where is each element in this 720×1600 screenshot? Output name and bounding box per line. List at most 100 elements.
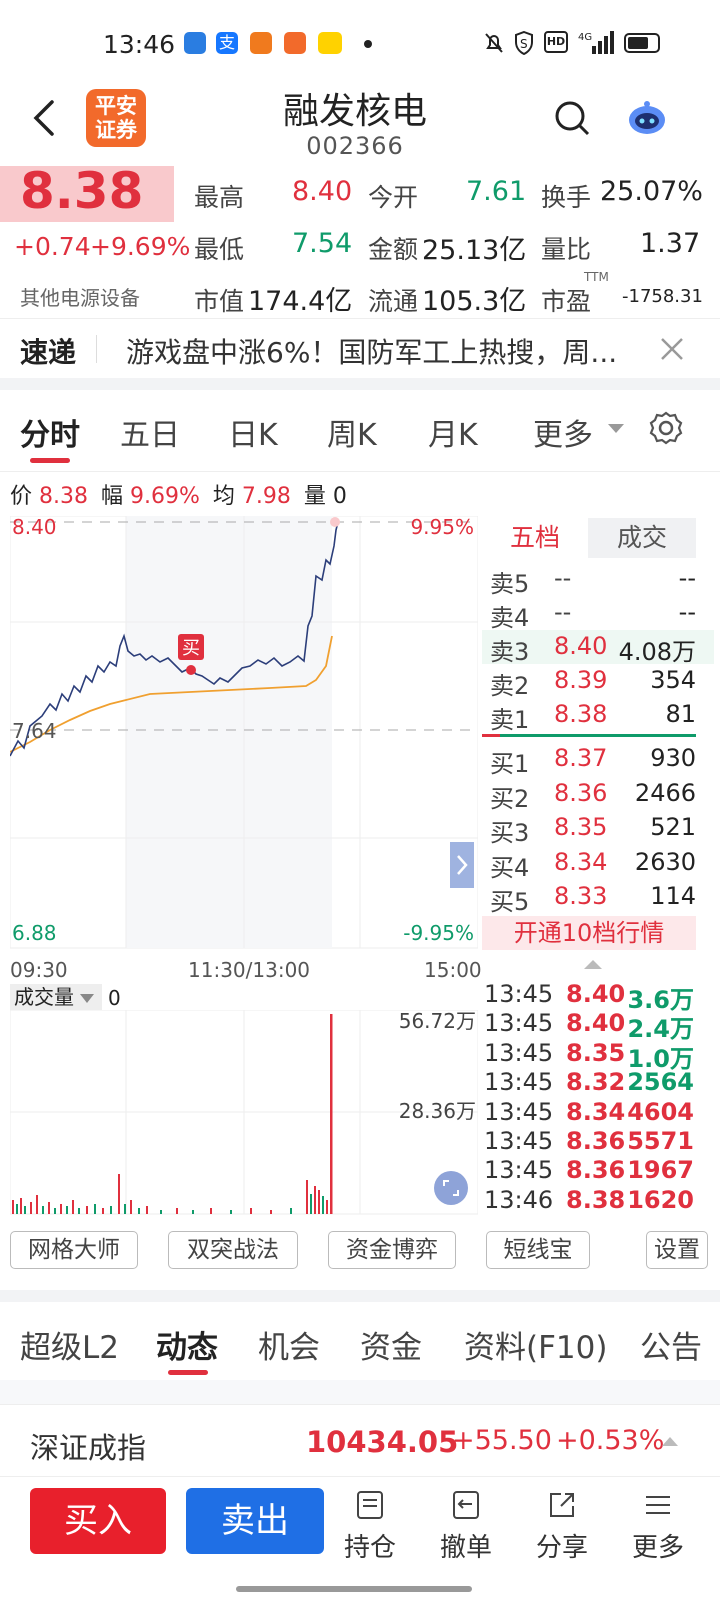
bid-level: 买4 bbox=[490, 853, 530, 882]
trade-row: 13:45 8.36 1967 bbox=[484, 1156, 714, 1185]
more-label: 更多 bbox=[631, 1533, 684, 1563]
ask-row[interactable]: 卖1 8.38 81 bbox=[482, 698, 714, 734]
cancel-order-button[interactable]: 撤单 bbox=[426, 1490, 506, 1564]
sell-button[interactable]: 卖出 bbox=[186, 1488, 324, 1554]
more-button[interactable]: 更多 bbox=[618, 1490, 698, 1564]
hd-icon: HD bbox=[544, 31, 568, 53]
latest-point bbox=[330, 517, 340, 527]
bid-row[interactable]: 买3 8.35 521 bbox=[482, 811, 714, 847]
ask-row[interactable]: 卖5 -- -- bbox=[482, 562, 714, 598]
tab-trades[interactable]: 成交 bbox=[588, 518, 696, 558]
tab-f10[interactable]: 资料(F10) bbox=[464, 1330, 608, 1366]
tab-opportunities[interactable]: 机会 bbox=[258, 1330, 320, 1366]
tab-announcements[interactable]: 公告 bbox=[640, 1330, 702, 1366]
high-value: 8.40 bbox=[292, 176, 353, 207]
trade-volume: 5571 bbox=[627, 1127, 694, 1155]
trade-volume: 1620 bbox=[627, 1185, 694, 1214]
tab-more[interactable]: 更多 bbox=[533, 418, 593, 453]
volume-axis-mid: 28.36万 bbox=[399, 1099, 476, 1123]
axis-top-price: 8.40 bbox=[12, 516, 57, 539]
home-indicator[interactable] bbox=[236, 1586, 472, 1592]
amount-value: 25.13亿 bbox=[422, 235, 527, 266]
info-pct: 9.69% bbox=[130, 484, 200, 509]
tool-double-breakout[interactable]: 双突战法 bbox=[168, 1231, 298, 1269]
tab-intraday[interactable]: 分时 bbox=[20, 418, 80, 453]
cancel-order-label: 撤单 bbox=[439, 1533, 492, 1563]
tab-5day[interactable]: 五日 bbox=[120, 418, 180, 453]
time-close: 15:00 bbox=[424, 958, 482, 982]
tool-capital-game[interactable]: 资金博弈 bbox=[328, 1231, 456, 1269]
volume-indicator-select[interactable]: 成交量 bbox=[10, 984, 102, 1010]
chevron-up-icon[interactable] bbox=[584, 958, 602, 970]
app-notification-icon bbox=[184, 32, 206, 54]
divider bbox=[96, 335, 97, 363]
intraday-chart[interactable]: 买 8.40 9.95% 7.64 6.88 -9.95% bbox=[10, 516, 478, 950]
status-bar: 13:46 支 S HD 4G bbox=[0, 0, 720, 84]
bid-row[interactable]: 买1 8.37 930 bbox=[482, 742, 714, 778]
trade-time: 13:45 bbox=[484, 980, 554, 1008]
stock-header: 平安 证券 融发核电 002366 bbox=[0, 84, 720, 166]
buy-marker[interactable]: 买 bbox=[178, 634, 204, 675]
axis-mid-price: 7.64 bbox=[12, 719, 57, 743]
pe-value: -1758.31 bbox=[622, 286, 703, 307]
tab-five-levels[interactable]: 五档 bbox=[482, 518, 588, 558]
ask-volume: 81 bbox=[665, 700, 696, 728]
tab-capital[interactable]: 资金 bbox=[360, 1330, 422, 1366]
share-icon bbox=[550, 1493, 574, 1517]
trade-price: 8.32 bbox=[566, 1068, 626, 1097]
ask-row[interactable]: 卖4 -- -- bbox=[482, 596, 714, 632]
open-value: 7.61 bbox=[466, 176, 527, 207]
volume-axis-top: 56.72万 bbox=[399, 1010, 476, 1033]
close-icon[interactable] bbox=[660, 337, 684, 361]
section-gap bbox=[0, 1380, 720, 1404]
ask-level: 卖5 bbox=[490, 570, 530, 598]
buy-button[interactable]: 买入 bbox=[30, 1488, 166, 1554]
trade-time: 13:46 bbox=[484, 1185, 554, 1214]
ai-robot-icon[interactable] bbox=[626, 98, 668, 138]
ask-volume: 4.08万 bbox=[618, 638, 696, 666]
stock-code: 002366 bbox=[306, 132, 404, 160]
meituan-icon bbox=[318, 32, 342, 54]
index-name: 深证成指 bbox=[30, 1431, 147, 1465]
info-avg-label: 均 bbox=[212, 484, 235, 509]
news-text[interactable]: 游戏盘中涨6%！国防军工上热搜，周... bbox=[126, 336, 618, 369]
axis-top-pct: 9.95% bbox=[410, 516, 474, 539]
ask-row[interactable]: 卖2 8.39 354 bbox=[482, 664, 714, 700]
bid-row[interactable]: 买5 8.33 114 bbox=[482, 880, 714, 916]
tab-daily-k[interactable]: 日K bbox=[228, 418, 278, 453]
bid-price: 8.33 bbox=[554, 882, 608, 910]
tool-settings[interactable]: 设置 bbox=[646, 1231, 708, 1269]
tab-monthly-k[interactable]: 月K bbox=[428, 418, 478, 453]
tab-dynamics[interactable]: 动态 bbox=[156, 1330, 218, 1366]
expand-panel-handle[interactable] bbox=[450, 842, 474, 888]
tab-super-l2[interactable]: 超级L2 bbox=[20, 1330, 119, 1366]
bid-row[interactable]: 买2 8.36 2466 bbox=[482, 777, 714, 813]
book-divider bbox=[482, 734, 696, 737]
trade-price: 8.38 bbox=[566, 1185, 626, 1214]
trade-time: 13:45 bbox=[484, 1156, 554, 1185]
tab-weekly-k[interactable]: 周K bbox=[327, 418, 377, 453]
bid-price: 8.36 bbox=[554, 778, 608, 807]
volume-chart[interactable]: 56.72万 28.36万 bbox=[10, 1010, 478, 1216]
trade-price: 8.40 bbox=[566, 1009, 626, 1038]
back-icon[interactable] bbox=[30, 98, 60, 138]
share-button[interactable]: 分享 bbox=[522, 1490, 602, 1564]
news-ticker[interactable]: 速递 游戏盘中涨6%！国防军工上热搜，周... bbox=[0, 318, 720, 380]
shield-icon: S bbox=[515, 31, 533, 55]
tool-grid-master[interactable]: 网格大师 bbox=[10, 1231, 138, 1269]
index-ticker[interactable]: 深证成指 10434.05 +55.50 +0.53% bbox=[0, 1404, 720, 1476]
search-icon[interactable] bbox=[554, 100, 590, 136]
info-avg: 7.98 bbox=[241, 484, 291, 509]
tool-short-term[interactable]: 短线宝 bbox=[486, 1231, 590, 1269]
trade-price: 8.40 bbox=[566, 980, 626, 1008]
low-value: 7.54 bbox=[292, 228, 353, 259]
holdings-button[interactable]: 持仓 bbox=[330, 1490, 410, 1564]
menu-icon bbox=[646, 1496, 670, 1514]
gear-icon[interactable] bbox=[648, 410, 684, 446]
bid-row[interactable]: 买4 8.34 2630 bbox=[482, 846, 714, 882]
fullscreen-icon[interactable] bbox=[434, 1171, 468, 1205]
ask-row[interactable]: 卖3 8.40 4.08万 bbox=[482, 630, 714, 666]
ask-volume: -- bbox=[678, 564, 696, 592]
sector-label[interactable]: 其他电源设备 bbox=[20, 286, 140, 310]
upgrade-level10-button[interactable]: 开通10档行情 bbox=[482, 916, 696, 950]
